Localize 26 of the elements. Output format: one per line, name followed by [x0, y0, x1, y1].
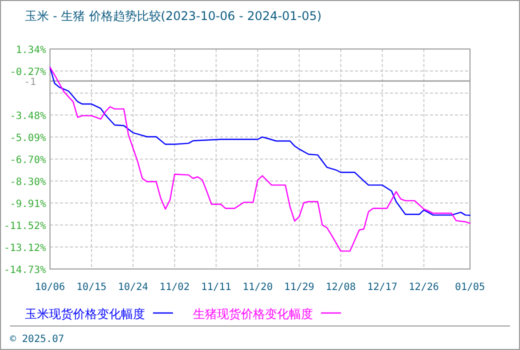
x-tick-label: 11/02: [160, 282, 190, 293]
x-tick-label: 01/05: [454, 282, 486, 293]
legend-label: 玉米现货价格变化幅度: [25, 307, 145, 321]
y-tick-label: -9.91%: [10, 199, 46, 210]
y-tick-label: -3.48%: [10, 110, 46, 122]
x-tick-label: 10/06: [34, 282, 66, 293]
y-tick-label: -5.09%: [10, 133, 46, 144]
y-tick-label: -8.30%: [10, 176, 46, 188]
y-tick-label: -11.52%: [4, 221, 46, 232]
x-tick-label: 10/15: [76, 282, 107, 293]
chart-title: 玉米 - 生猪 价格趋势比较(2023-10-06 - 2024-01-05): [25, 9, 322, 23]
x-tick-label: 10/24: [118, 282, 148, 293]
y-tick-label: -0.27%: [10, 67, 46, 78]
legend-label: 生猪现货价格变化幅度: [193, 307, 313, 321]
x-tick-label: 12/26: [408, 282, 439, 293]
text: © 2025.07: [10, 334, 64, 345]
y-tick-label: 1.34%: [16, 45, 46, 56]
y-tick-label: -6.70%: [10, 155, 46, 166]
x-tick-label: 11/20: [242, 282, 273, 293]
y-tick-label: -13.12%: [4, 242, 46, 254]
ref-line-label: -1: [24, 77, 36, 88]
y-tick-label: -14.73%: [4, 265, 46, 276]
x-tick-label: 12/08: [326, 282, 356, 293]
x-tick-label: 11/11: [201, 282, 232, 293]
x-tick-label: 12/17: [367, 282, 398, 293]
x-tick-label: 11/29: [284, 282, 314, 293]
